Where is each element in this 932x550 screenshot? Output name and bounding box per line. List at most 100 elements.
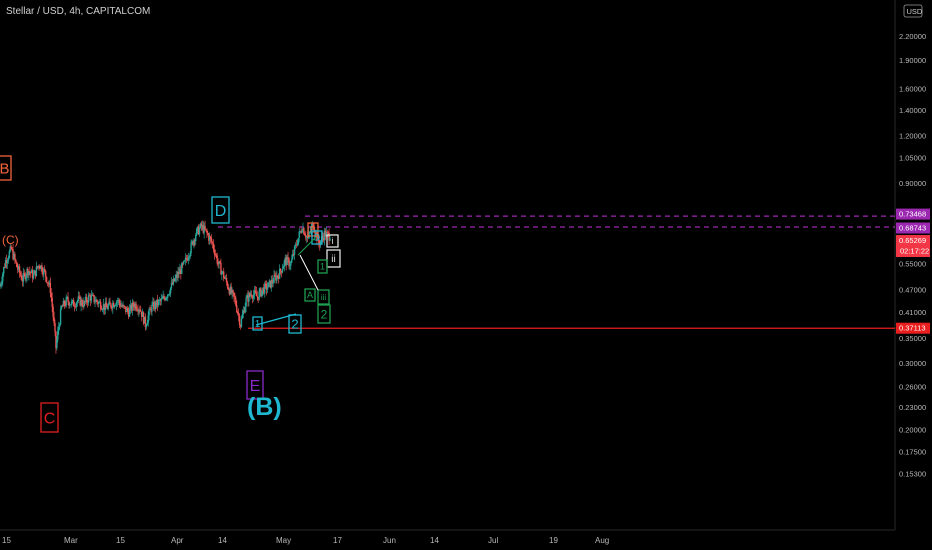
candle-body (323, 230, 326, 241)
candle-body (246, 295, 248, 298)
x-tick-label: 19 (549, 536, 558, 545)
candle-body (281, 269, 284, 273)
candle-body (245, 297, 247, 307)
candle-body (117, 299, 120, 301)
candle-body (294, 244, 297, 247)
wave-label-box (317, 304, 331, 324)
candle-body (169, 287, 172, 294)
wave-label-box (326, 249, 341, 268)
candle-body (5, 260, 8, 264)
candle-body (132, 302, 135, 307)
candle-body (151, 304, 153, 312)
candle-body (209, 236, 212, 239)
candle-body (289, 265, 291, 267)
candle-body (177, 271, 179, 278)
price-tag (896, 222, 930, 234)
candle-body (304, 234, 306, 236)
candle-body (182, 263, 184, 265)
candle-body (103, 304, 106, 310)
candle-body (154, 302, 157, 308)
candle-body (298, 231, 300, 239)
candle-body (208, 234, 210, 241)
candle-body (315, 232, 317, 235)
candle-body (175, 274, 177, 278)
candle-body (276, 275, 278, 281)
y-tick-label: 2.20000 (899, 32, 926, 41)
candle-body (48, 282, 51, 285)
candle-body (267, 282, 270, 288)
candle-body (279, 268, 282, 272)
candle-body (30, 270, 33, 274)
candle-body (27, 268, 29, 275)
candle-body (160, 298, 162, 301)
wave-label-box (0, 155, 12, 181)
candle-body (269, 280, 272, 288)
x-tick-label: 14 (430, 536, 439, 545)
candle-body (215, 254, 217, 256)
candle-body (121, 305, 123, 307)
candle-body (209, 236, 211, 241)
candle-body (93, 295, 95, 303)
candle-body (161, 298, 163, 300)
candle-body (278, 276, 280, 279)
candle-body (203, 225, 205, 233)
y-tick-label: 0.30000 (899, 359, 926, 368)
y-tick-label: 0.15300 (899, 470, 926, 479)
candle-body (257, 296, 259, 300)
candle-body (211, 242, 214, 244)
candle-body (285, 257, 287, 266)
candle-body (102, 304, 105, 310)
price-tag-countdown: 02:17:22 (900, 247, 929, 256)
candle-body (201, 225, 203, 227)
candle-body (306, 236, 309, 238)
candle-body (0, 284, 2, 287)
candle-body (58, 327, 60, 331)
candle-body (234, 296, 236, 299)
candle-body (193, 239, 195, 246)
candle-body (42, 272, 44, 275)
candle-body (196, 226, 199, 229)
candle-body (219, 261, 221, 264)
candle-body (318, 236, 320, 245)
candle-body (19, 272, 22, 276)
wave-label: C (44, 410, 56, 427)
candle-body (206, 229, 208, 233)
candle-body (59, 309, 62, 325)
candle-body (223, 271, 225, 279)
candle-body (221, 272, 223, 275)
candle-body (264, 283, 267, 285)
wave-label: 2 (291, 317, 298, 332)
candle-body (30, 272, 32, 274)
candle-body (135, 303, 137, 310)
candle-body (106, 307, 108, 310)
candle-body (136, 309, 138, 311)
candle-body (300, 231, 302, 233)
x-tick-label: 17 (333, 536, 342, 545)
candle-body (329, 238, 331, 241)
candle-body (81, 299, 83, 305)
candle-body (12, 249, 14, 260)
candle-body (172, 278, 175, 285)
candle-body (4, 260, 7, 268)
candle-body (168, 293, 171, 295)
candle-body (282, 266, 285, 270)
candle-body (186, 259, 189, 261)
candle-body (241, 314, 244, 319)
wave-label-box (317, 259, 328, 274)
candle-body (171, 282, 174, 285)
candle-body (220, 263, 222, 275)
candle-body (118, 299, 121, 304)
candle-body (290, 262, 292, 266)
candle-body (240, 318, 243, 327)
x-tick-label: Mar (64, 536, 78, 545)
candle-body (110, 303, 112, 308)
y-tick-label: 0.90000 (899, 179, 926, 188)
candle-body (122, 305, 124, 307)
candle-body (278, 268, 281, 279)
candle-body (104, 302, 107, 310)
candle-body (225, 277, 228, 283)
candle-body (200, 223, 203, 227)
candle-body (63, 300, 66, 306)
candle-body (67, 297, 69, 302)
